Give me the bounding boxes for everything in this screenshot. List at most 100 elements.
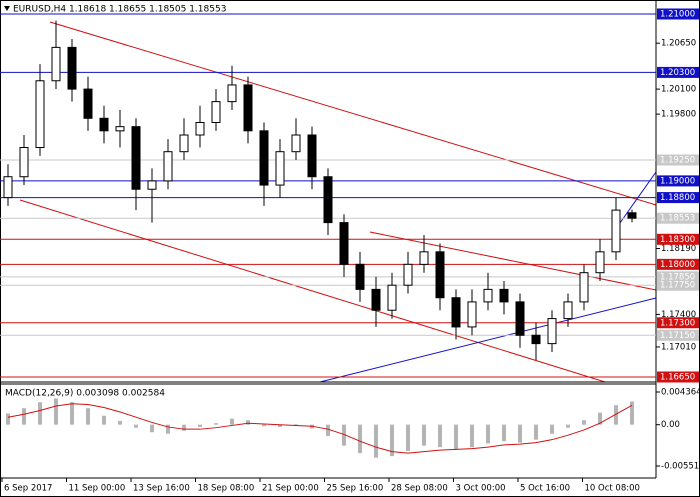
candle-body [403, 263, 413, 286]
y-tick-label: 1.20650 [661, 39, 696, 49]
macd-bar [54, 398, 58, 425]
candle-body [115, 126, 125, 132]
y-tick-label: 0.004364 [661, 388, 700, 398]
candle-body [35, 80, 45, 149]
level-label: 1.18300 [660, 235, 695, 245]
macd-bar [118, 420, 122, 425]
macd-bar [518, 424, 522, 443]
candle-body [259, 130, 269, 186]
candle-body [339, 222, 349, 265]
macd-bar [566, 424, 570, 428]
candle-body [483, 288, 493, 303]
macd-bar [438, 424, 442, 448]
level-label: 1.18800 [660, 193, 695, 203]
level-label: 1.17300 [660, 318, 695, 328]
macd-bar [70, 402, 74, 425]
candle-body [419, 251, 429, 265]
level-label-bg [657, 258, 699, 270]
x-tick-label: 25 Sep 16:00 [327, 484, 384, 494]
macd-bar [502, 424, 506, 442]
macd-bar [150, 424, 154, 433]
macd-bar [326, 424, 330, 436]
macd-bar [38, 402, 42, 425]
macd-bar [582, 420, 586, 425]
macd-bar [166, 424, 170, 434]
macd-bar [550, 424, 554, 434]
candle-body [323, 176, 333, 224]
level-label-bg [657, 192, 699, 204]
candle-body [179, 134, 189, 153]
trend-line [614, 171, 657, 231]
candle-body [515, 301, 525, 336]
y-tick-label: 0.00 [661, 420, 680, 430]
level-label-bg [657, 317, 699, 329]
level-label: 1.17750 [660, 281, 695, 291]
candle-body [291, 134, 301, 153]
x-tick-label: 18 Sep 08:00 [198, 484, 255, 494]
macd-bar [534, 424, 538, 440]
macd-bar [406, 424, 410, 451]
candle-body [611, 209, 621, 253]
x-tick-label: 3 Oct 00:00 [456, 484, 506, 494]
y-tick-label: 1.20100 [661, 85, 696, 95]
x-tick-label: 10 Oct 08:00 [585, 484, 640, 494]
level-label-bg [657, 233, 699, 245]
level-label-bg [657, 329, 699, 341]
level-label-bg [657, 279, 699, 291]
candle-body [275, 151, 285, 186]
y-tick-label: 1.18190 [661, 244, 696, 254]
level-label: 1.16650 [660, 373, 695, 383]
level-label-bg [657, 371, 699, 383]
macd-bar [22, 408, 26, 425]
macd-bar [358, 424, 362, 454]
menu-arrow[interactable] [4, 6, 10, 11]
candle-body [451, 297, 461, 328]
trend-line [369, 231, 657, 291]
macd-bar [214, 423, 218, 425]
candle-body [435, 251, 445, 299]
y-tick-label: -0.005514 [661, 462, 700, 472]
level-label: 1.19250 [660, 156, 695, 166]
candle-body [67, 46, 77, 90]
macd-bar [278, 424, 282, 427]
x-tick-label: 28 Sep 08:00 [391, 484, 448, 494]
macd-bar [614, 405, 618, 425]
candle-body [595, 251, 605, 274]
macd-bar [486, 424, 490, 444]
candle-body [19, 147, 29, 178]
candle-body [531, 334, 541, 345]
candle-body [355, 263, 365, 290]
level-label: 1.18553 [660, 214, 695, 224]
candle-body [131, 126, 141, 190]
x-tick-label: 13 Sep 16:00 [133, 484, 190, 494]
level-label-bg [657, 66, 699, 78]
macd-bar [630, 401, 634, 425]
level-label: 1.17850 [660, 272, 695, 282]
macd-bar [6, 413, 10, 425]
candle-body [83, 88, 93, 119]
candle-body [563, 301, 573, 320]
macd-bar [198, 424, 202, 427]
candle-body [579, 272, 589, 303]
level-label-bg [657, 175, 699, 187]
candle-body [499, 288, 509, 303]
trend-line [19, 199, 606, 383]
macd-bar [454, 424, 458, 450]
y-tick-label: 1.17010 [661, 342, 696, 352]
x-tick-label: 21 Sep 00:00 [262, 484, 319, 494]
level-label-bg [657, 212, 699, 224]
candle-body [147, 180, 157, 190]
candle-body [3, 176, 13, 199]
candle-body [371, 288, 381, 311]
candle-body [547, 318, 557, 345]
macd-bar [374, 424, 378, 458]
macd-bar [470, 424, 474, 448]
macd-bar [134, 424, 138, 428]
level-label: 1.21000 [660, 10, 695, 20]
candle-body [51, 46, 61, 82]
level-label: 1.18000 [660, 260, 695, 270]
macd-signal [7, 403, 633, 454]
macd-bar [342, 424, 346, 446]
